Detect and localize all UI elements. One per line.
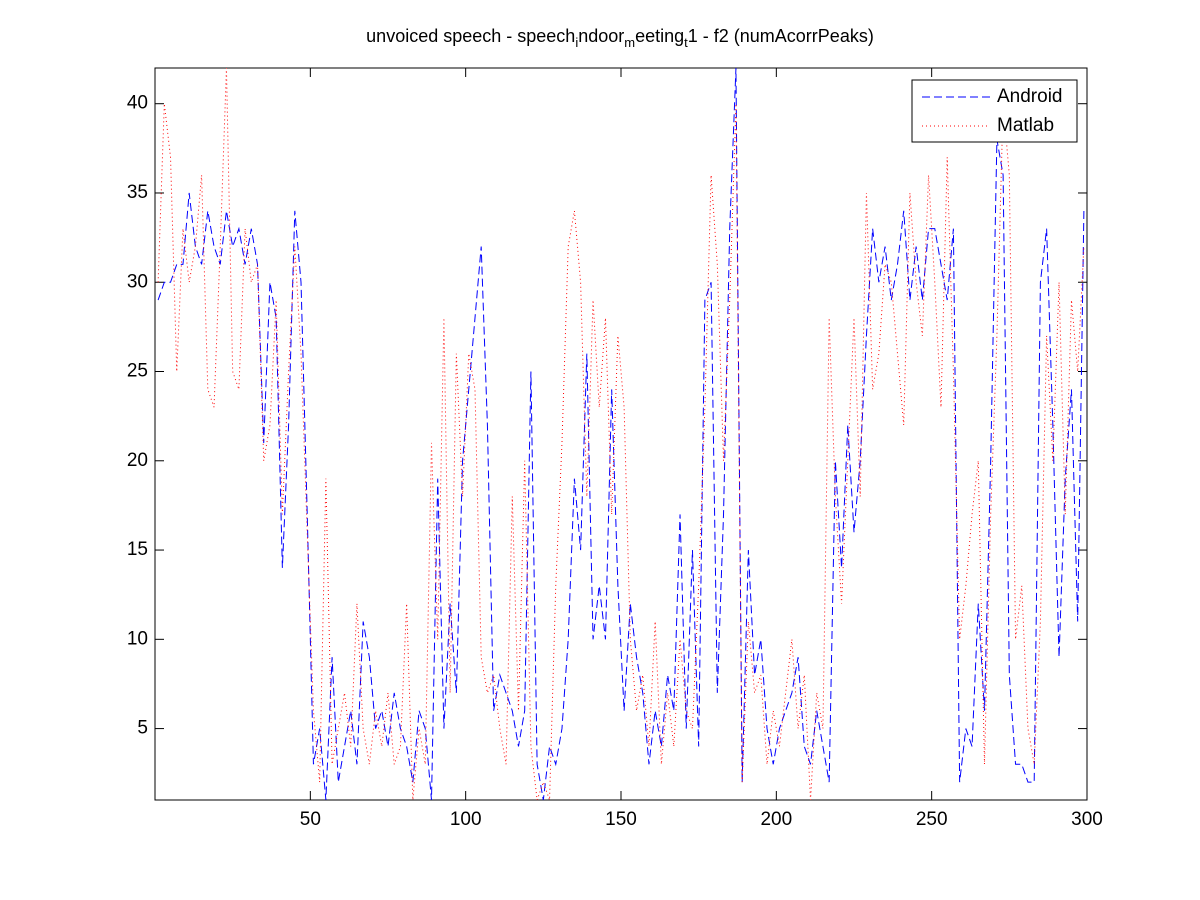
y-tick-label: 25 <box>127 361 148 382</box>
x-tick-label: 150 <box>605 809 637 830</box>
x-tick-label: 50 <box>300 809 321 830</box>
y-tick-label: 15 <box>127 539 148 560</box>
title-subscript: m <box>624 35 635 50</box>
legend-label: Matlab <box>997 115 1054 136</box>
series-line <box>157 67 1085 801</box>
y-tick-label: 20 <box>127 450 148 471</box>
x-tick-label: 300 <box>1071 809 1103 830</box>
y-tick-label: 10 <box>127 628 148 649</box>
x-tick-label: 250 <box>916 809 948 830</box>
y-tick-label: 30 <box>127 271 148 292</box>
chart-title: unvoiced speech - speechindoormeetingt1 … <box>366 26 874 51</box>
x-tick-label: 200 <box>760 809 792 830</box>
x-tick-label: 100 <box>450 809 482 830</box>
title-part: ndoor <box>578 26 624 46</box>
title-subscript: i <box>575 35 578 50</box>
title-part: eeting <box>635 26 684 46</box>
legend-box <box>911 79 1078 143</box>
title-part: 1 - f2 (numAcorrPeaks) <box>688 26 874 46</box>
y-tick-label: 35 <box>127 182 148 203</box>
title-part: unvoiced speech - speech <box>366 26 575 46</box>
y-tick-label: 40 <box>127 93 148 114</box>
legend-label: Android <box>997 86 1063 107</box>
title-subscript: t <box>684 35 688 50</box>
y-tick-label: 5 <box>137 718 148 739</box>
